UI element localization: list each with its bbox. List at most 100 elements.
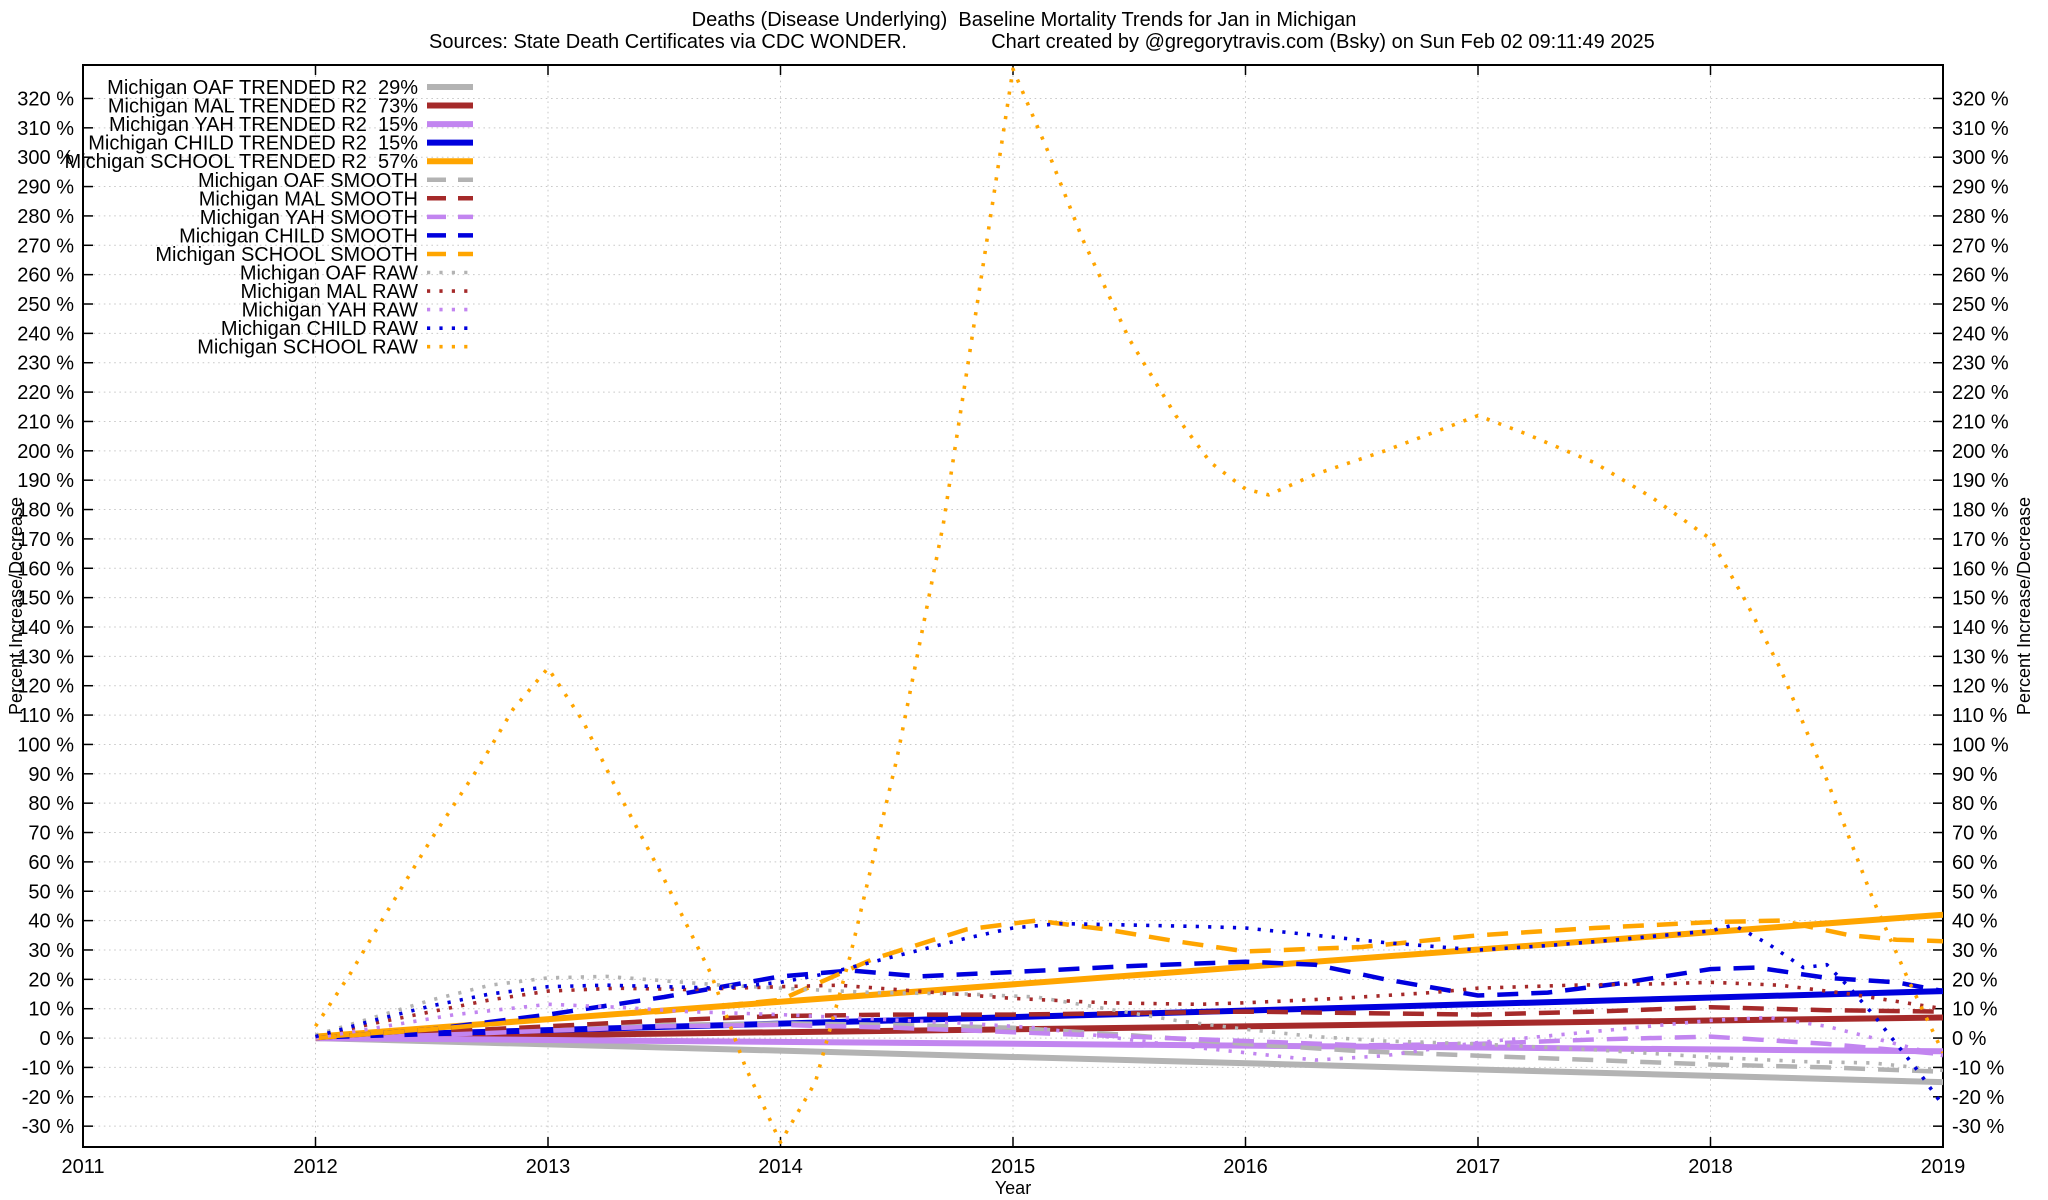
series-michigan-yah-trended — [315, 1035, 1943, 1055]
legend-label: Michigan MAL RAW — [241, 281, 419, 303]
y-tick-label-left: 310 % — [17, 118, 74, 140]
y-tick-label-right: 310 % — [1952, 118, 2009, 140]
legend-label: Michigan CHILD TRENDED R2 15% — [88, 133, 418, 155]
y-tick-label-left: 180 % — [17, 500, 74, 522]
chart-sources: Sources: State Death Certificates via CD… — [429, 31, 907, 53]
y-tick-label-left: 260 % — [17, 265, 74, 287]
y-tick-label-left: 90 % — [28, 764, 74, 786]
y-tick-label-left: 70 % — [28, 823, 74, 845]
axis-tick-labels: -30 % -30 % -20 % -20 % -10 % -10 % 0 % 0 % 10 %… — [17, 88, 2009, 1178]
y-tick-label-right: 220 % — [1952, 382, 2009, 404]
y-tick-label-left: 160 % — [17, 558, 74, 580]
y-tick-label-left: 240 % — [17, 323, 74, 345]
y-tick-label-right: 30 % — [1952, 940, 1998, 962]
series-michigan-oaf-raw — [314, 974, 1943, 1073]
x-tick-label: 2017 — [1456, 1156, 1501, 1178]
series-michigan-child-smooth — [315, 959, 1943, 1041]
y-tick-label-left: 280 % — [17, 206, 74, 228]
legend-label: Michigan CHILD RAW — [221, 318, 418, 340]
y-tick-label-right: 320 % — [1952, 88, 2009, 110]
y-tick-label-right: -10 % — [1952, 1057, 2004, 1079]
series-michigan-child-trended — [315, 988, 1943, 1040]
y-tick-label-left: 230 % — [17, 353, 74, 375]
y-tick-label-right: 300 % — [1952, 147, 2009, 169]
y-tick-label-left: 300 % — [17, 147, 74, 169]
legend-item-michigan-child-smooth: Michigan CHILD SMOOTH — [179, 225, 473, 247]
series-michigan-oaf-trended — [315, 1035, 1943, 1086]
y-tick-label-right: 140 % — [1952, 617, 2009, 639]
y-tick-label-right: 20 % — [1952, 969, 1998, 991]
y-tick-label-left: 100 % — [17, 734, 74, 756]
legend-item-michigan-child-raw: Michigan CHILD RAW — [221, 318, 473, 340]
y-tick-label-right: 190 % — [1952, 470, 2009, 492]
legend-label: Michigan MAL SMOOTH — [199, 188, 418, 210]
y-tick-label-right: 80 % — [1952, 793, 1998, 815]
y-tick-label-left: 250 % — [17, 294, 74, 316]
y-tick-label-left: -30 % — [22, 1116, 74, 1138]
y-tick-label-left: 150 % — [17, 588, 74, 610]
y-tick-label-right: 50 % — [1952, 881, 1998, 903]
x-tick-label: 2014 — [758, 1156, 803, 1178]
y-tick-label-left: 140 % — [17, 617, 74, 639]
y-tick-label-left: 290 % — [17, 177, 74, 199]
y-tick-label-left: 200 % — [17, 441, 74, 463]
y-tick-label-right: 0 % — [1952, 1028, 1987, 1050]
y-tick-label-right: 210 % — [1952, 411, 2009, 433]
y-tick-label-left: 170 % — [17, 529, 74, 551]
legend-label: Michigan MAL TRENDED R2 73% — [108, 96, 418, 118]
chart-legend: Michigan OAF TRENDED R2 29%Michigan MAL … — [65, 77, 473, 359]
y-tick-label-left: 10 % — [28, 999, 74, 1021]
y-tick-label-right: 150 % — [1952, 588, 2009, 610]
y-axis-title-right: Percent Increase/Decrease — [2014, 497, 2034, 715]
y-tick-label-right: 60 % — [1952, 852, 1998, 874]
chart-credit: Chart created by @gregorytravis.com (Bsk… — [991, 31, 1655, 53]
y-tick-label-right: 180 % — [1952, 500, 2009, 522]
y-tick-label-left: 40 % — [28, 911, 74, 933]
x-tick-label: 2012 — [293, 1156, 338, 1178]
data-series — [313, 67, 1943, 1145]
y-tick-label-left: 210 % — [17, 411, 74, 433]
legend-item-michigan-yah-smooth: Michigan YAH SMOOTH — [200, 207, 473, 229]
legend-item-michigan-school-smooth: Michigan SCHOOL SMOOTH — [155, 244, 473, 266]
legend-item-michigan-yah-trended: Michigan YAH TRENDED R2 15% — [109, 114, 473, 136]
y-tick-label-left: 60 % — [28, 852, 74, 874]
y-tick-label-left: 320 % — [17, 88, 74, 110]
series-michigan-school-smooth — [315, 918, 1943, 1041]
y-tick-label-left: -10 % — [22, 1057, 74, 1079]
series-michigan-mal-raw — [315, 980, 1943, 1039]
y-tick-label-left: 130 % — [17, 646, 74, 668]
y-tick-label-right: 200 % — [1952, 441, 2009, 463]
legend-label: Michigan YAH SMOOTH — [200, 207, 418, 229]
y-tick-label-left: -20 % — [22, 1087, 74, 1109]
series-michigan-mal-trended — [315, 1014, 1943, 1042]
y-tick-label-right: 260 % — [1952, 265, 2009, 287]
x-tick-label: 2018 — [1688, 1156, 1733, 1178]
x-tick-label: 2016 — [1223, 1156, 1268, 1178]
legend-label: Michigan OAF RAW — [240, 263, 418, 285]
y-tick-label-right: 130 % — [1952, 646, 2009, 668]
legend-label: Michigan CHILD SMOOTH — [179, 225, 418, 247]
gridlines — [82, 65, 1944, 1147]
y-tick-label-right: 250 % — [1952, 294, 2009, 316]
legend-label: Michigan SCHOOL SMOOTH — [155, 244, 418, 266]
y-tick-label-left: 30 % — [28, 940, 74, 962]
legend-label: Michigan SCHOOL RAW — [197, 337, 418, 359]
y-tick-label-right: 240 % — [1952, 323, 2009, 345]
y-tick-label-right: 120 % — [1952, 676, 2009, 698]
y-axis-title-left: Percent Increase/Decrease — [6, 497, 26, 715]
y-tick-label-left: 120 % — [17, 676, 74, 698]
x-tick-label: 2019 — [1921, 1156, 1966, 1178]
y-tick-label-right: 230 % — [1952, 353, 2009, 375]
y-tick-label-right: 270 % — [1952, 235, 2009, 257]
y-tick-label-right: 110 % — [1952, 705, 2007, 727]
x-tick-label: 2015 — [991, 1156, 1036, 1178]
y-tick-label-left: 20 % — [28, 969, 74, 991]
y-tick-label-left: 110 % — [19, 705, 74, 727]
legend-label: Michigan OAF TRENDED R2 29% — [107, 77, 418, 99]
y-tick-label-left: 190 % — [17, 470, 74, 492]
y-tick-label-right: -30 % — [1952, 1116, 2004, 1138]
legend-item-michigan-oaf-raw: Michigan OAF RAW — [240, 263, 473, 285]
x-tick-label: 2013 — [526, 1156, 571, 1178]
legend-item-michigan-oaf-trended: Michigan OAF TRENDED R2 29% — [107, 77, 473, 99]
y-tick-label-right: 290 % — [1952, 177, 2009, 199]
